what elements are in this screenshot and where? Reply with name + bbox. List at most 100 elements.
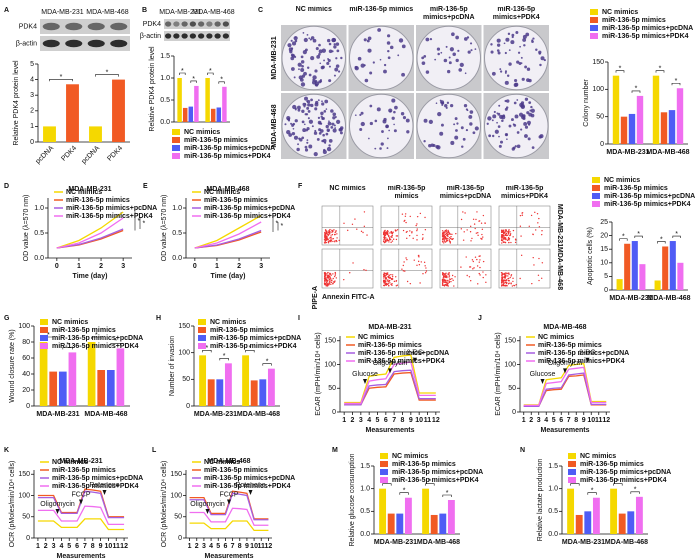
event-dot	[406, 258, 408, 261]
colony	[306, 139, 309, 142]
bar	[39, 342, 48, 406]
colony	[314, 129, 317, 132]
colony	[317, 99, 320, 102]
event-dot	[443, 240, 446, 242]
event-dot	[327, 282, 329, 284]
colony	[297, 62, 302, 67]
x-axis-label: Time (day)	[73, 273, 108, 280]
y-tick-label: 1.0	[160, 75, 170, 82]
significance-label: *	[181, 68, 184, 75]
colony	[529, 109, 532, 112]
event-dot	[334, 233, 336, 236]
event-dot	[416, 264, 418, 267]
x-axis-label: Measurements	[204, 553, 253, 558]
event-dot	[328, 233, 330, 235]
legend-swatch	[40, 335, 48, 341]
colony	[319, 80, 323, 83]
colony	[522, 117, 526, 121]
colony	[291, 67, 295, 71]
bar	[112, 79, 125, 142]
event-dot	[442, 284, 444, 287]
event-dot	[448, 272, 450, 274]
legend-swatch	[172, 137, 180, 143]
series-line	[194, 214, 262, 249]
event-dot	[504, 279, 506, 282]
event-dot	[324, 229, 327, 231]
event-dot	[442, 232, 444, 234]
annotation: FCCP	[71, 491, 90, 498]
event-dot	[416, 239, 418, 241]
y-axis-label: ECAR (mPH/min/10⁴ cells)	[495, 332, 502, 416]
event-dot	[444, 275, 446, 278]
bar	[66, 84, 79, 142]
event-dot	[441, 272, 444, 274]
event-dot	[442, 238, 444, 241]
event-dot	[447, 237, 449, 240]
event-dot	[450, 235, 452, 238]
event-dot	[503, 276, 505, 278]
colony	[332, 128, 337, 133]
event-dot	[416, 223, 418, 225]
event-dot	[416, 215, 419, 218]
event-dot	[356, 228, 358, 230]
colony	[504, 51, 507, 55]
legend-label: NC mimics	[210, 319, 246, 326]
colony	[454, 135, 459, 140]
event-dot	[383, 284, 386, 287]
event-dot	[501, 275, 503, 277]
event-dot	[324, 241, 326, 244]
event-dot	[469, 231, 472, 233]
significance-bracket	[207, 72, 214, 75]
colony	[488, 134, 492, 138]
legend-swatch	[40, 343, 48, 349]
event-dot	[454, 276, 456, 278]
colony	[501, 115, 506, 120]
colony	[313, 131, 318, 135]
event-dot	[502, 281, 504, 283]
y-tick-label: 0.5	[34, 230, 44, 237]
event-dot	[424, 272, 427, 274]
event-dot	[508, 282, 510, 284]
colony	[310, 36, 315, 40]
event-dot	[473, 223, 476, 225]
bar	[379, 488, 387, 534]
colony	[464, 72, 467, 75]
event-dot	[512, 236, 514, 238]
significance-bracket	[91, 336, 102, 339]
significance-bracket	[262, 363, 272, 366]
event-dot	[477, 234, 479, 237]
event-dot	[384, 272, 387, 275]
event-dot	[395, 285, 398, 287]
colony	[490, 43, 493, 46]
y-axis-label: Wound closure rate (%)	[9, 329, 16, 402]
bar	[447, 500, 455, 534]
significance-bracket	[202, 350, 212, 353]
colony	[298, 137, 301, 140]
event-dot	[503, 236, 505, 239]
legend-label: miR-136-5p mimics	[604, 185, 668, 192]
colony	[294, 108, 297, 111]
event-dot	[504, 241, 506, 244]
row-label: β-actin	[16, 40, 37, 47]
colony	[454, 117, 458, 120]
significance-label: *	[220, 77, 223, 84]
colony	[297, 108, 301, 112]
flow-plot	[439, 205, 492, 246]
y-tick-label: 0	[26, 403, 30, 410]
event-dot	[513, 284, 515, 287]
colony	[288, 133, 293, 137]
y-tick-label: 0	[26, 535, 30, 542]
colony	[367, 48, 372, 53]
significance-label: *	[47, 332, 50, 339]
event-dot	[541, 233, 543, 236]
x-tick-label: 10	[105, 543, 113, 550]
event-dot	[501, 285, 503, 287]
y-tick-label: 50	[182, 376, 190, 383]
bar	[627, 511, 635, 534]
plate-well	[416, 93, 481, 159]
event-dot	[445, 236, 447, 238]
event-dot	[506, 285, 508, 287]
significance-bracket	[190, 80, 197, 83]
event-dot	[328, 284, 330, 286]
